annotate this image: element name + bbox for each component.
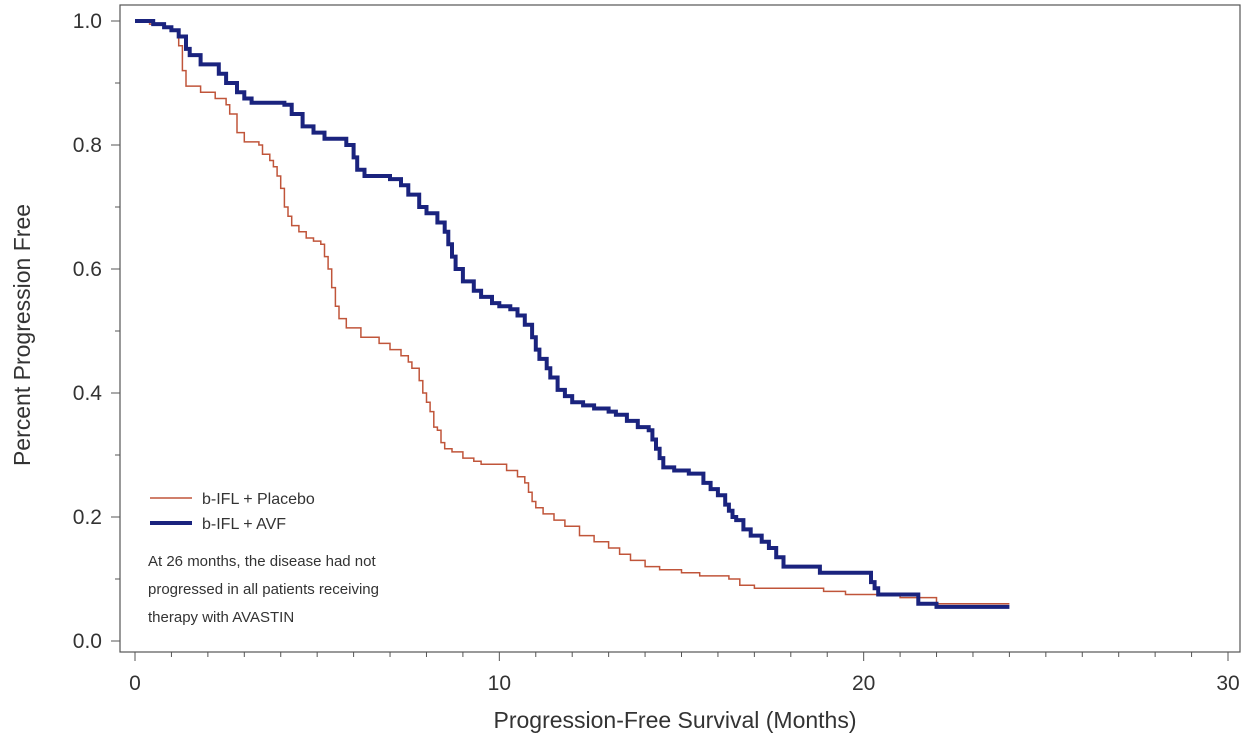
annotation-line-1: At 26 months, the disease had not xyxy=(148,553,376,570)
x-tick-label: 30 xyxy=(1216,672,1239,695)
x-tick-label: 10 xyxy=(488,672,511,695)
y-tick-label: 0.0 xyxy=(73,630,102,653)
legend-label-placebo: b-IFL + Placebo xyxy=(202,491,315,508)
y-axis-title: Percent Progression Free xyxy=(9,204,35,466)
series-layer xyxy=(135,19,1010,609)
x-axis-title: Progression-Free Survival (Months) xyxy=(493,707,856,733)
series-line-avf xyxy=(135,19,1010,609)
legend-label-avf: b-IFL + AVF xyxy=(202,516,286,533)
annotation-note: At 26 months, the disease had not progre… xyxy=(148,553,379,626)
y-tick-label: 0.6 xyxy=(73,258,102,281)
y-tick-label: 0.8 xyxy=(73,134,102,157)
x-tick-label: 0 xyxy=(129,672,141,695)
annotation-line-2: progressed in all patients receiving xyxy=(148,581,379,598)
y-axis-ticks: 0.0 0.2 0.4 0.6 0.8 1.0 xyxy=(73,10,120,653)
y-tick-label: 0.4 xyxy=(73,382,103,405)
x-axis-ticks: 0 10 20 30 xyxy=(129,652,1240,695)
plot-frame xyxy=(119,4,1241,653)
x-tick-label: 20 xyxy=(852,672,875,695)
series-line-placebo xyxy=(135,20,1010,605)
y-tick-label: 0.2 xyxy=(73,506,102,529)
legend: b-IFL + Placebo b-IFL + AVF xyxy=(150,491,315,533)
annotation-line-3: therapy with AVASTIN xyxy=(148,609,294,626)
y-tick-label: 1.0 xyxy=(73,10,102,33)
